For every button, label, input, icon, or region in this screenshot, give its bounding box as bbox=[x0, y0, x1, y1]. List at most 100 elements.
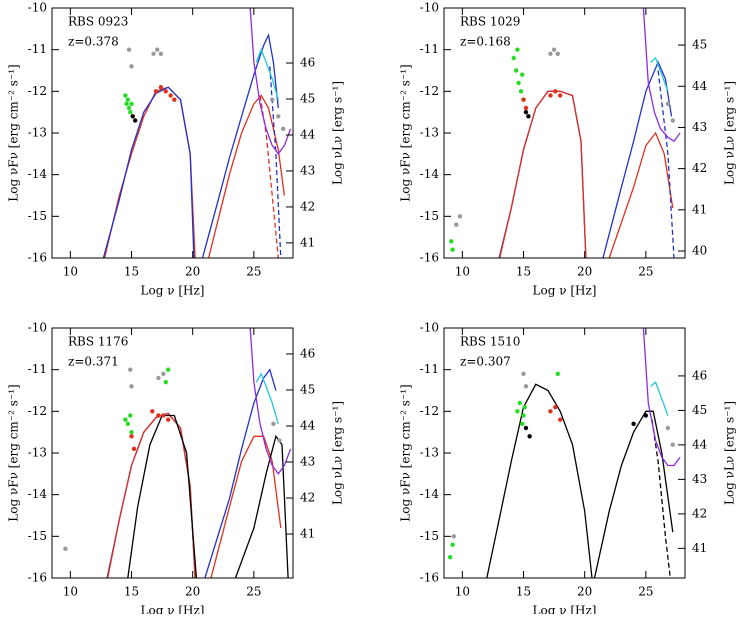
data-point bbox=[522, 404, 527, 410]
y-tick-label: -11 bbox=[28, 362, 47, 376]
data-point bbox=[450, 542, 455, 547]
model-curve bbox=[593, 410, 674, 578]
y-tick-label: -11 bbox=[420, 42, 439, 56]
x-axis-label: Log ν [Hz] bbox=[533, 284, 597, 298]
data-point bbox=[515, 47, 520, 52]
model-curve bbox=[608, 131, 674, 258]
x-tick-label: 15 bbox=[124, 265, 139, 279]
y2-tick-label: 42 bbox=[692, 506, 707, 520]
data-point bbox=[450, 247, 455, 252]
data-point bbox=[520, 421, 525, 427]
data-point bbox=[129, 101, 134, 107]
data-point bbox=[270, 97, 275, 102]
model-curve bbox=[498, 90, 587, 258]
y-tick-label: -10 bbox=[420, 1, 439, 15]
y2-tick-label: 44 bbox=[300, 127, 316, 141]
y-tick-label: -13 bbox=[420, 126, 439, 140]
y-tick-label: -12 bbox=[420, 84, 439, 98]
y-tick-label: -15 bbox=[420, 209, 439, 223]
y-tick-label: -11 bbox=[28, 42, 47, 56]
annotation: z=0.378 bbox=[68, 35, 119, 49]
data-point bbox=[665, 425, 671, 431]
y2-tick-label: 43 bbox=[300, 455, 315, 469]
data-point bbox=[553, 89, 558, 94]
data-point bbox=[558, 93, 563, 98]
plot-area bbox=[447, 328, 681, 578]
x-tick-label: 10 bbox=[455, 265, 470, 279]
data-point bbox=[129, 384, 134, 389]
y2-tick-label: 41 bbox=[300, 527, 315, 541]
y-tick-label: -16 bbox=[28, 571, 47, 585]
data-point bbox=[548, 51, 553, 57]
annotation: RBS 0923 bbox=[68, 15, 128, 29]
y-tick-label: -10 bbox=[28, 1, 47, 15]
data-point bbox=[156, 413, 161, 418]
x-tick-label: 15 bbox=[516, 265, 531, 279]
data-point bbox=[166, 417, 171, 422]
y-tick-label: -16 bbox=[420, 251, 439, 265]
y-tick-label: -13 bbox=[420, 446, 439, 460]
data-point bbox=[451, 534, 456, 539]
annotation: z=0.168 bbox=[460, 35, 511, 49]
model-curve bbox=[602, 60, 673, 258]
data-point bbox=[558, 417, 563, 422]
data-point bbox=[276, 114, 281, 119]
x-tick-label: 20 bbox=[185, 265, 200, 279]
y2-axis-label: Log νLν [erg s⁻¹] bbox=[331, 81, 345, 185]
y-tick-label: -11 bbox=[420, 362, 439, 376]
data-point bbox=[124, 101, 129, 107]
model-curve bbox=[642, 8, 681, 143]
data-point bbox=[129, 64, 134, 69]
data-point bbox=[125, 97, 131, 102]
y-tick-label: -10 bbox=[420, 321, 439, 335]
y2-axis-label: Log νLν [erg s⁻¹] bbox=[723, 401, 737, 505]
plot-area bbox=[449, 8, 681, 258]
y-tick-label: -14 bbox=[28, 487, 48, 501]
data-point bbox=[527, 434, 532, 439]
data-point bbox=[126, 105, 132, 111]
model-curve bbox=[207, 94, 286, 258]
data-point bbox=[454, 222, 459, 227]
y-axis-label: Log νFν [erg cm⁻² s⁻¹] bbox=[7, 384, 21, 521]
data-point bbox=[281, 126, 286, 132]
plot-area bbox=[102, 8, 292, 258]
data-point bbox=[521, 97, 526, 102]
data-point bbox=[449, 239, 454, 244]
data-point bbox=[523, 384, 529, 389]
x-tick-label: 15 bbox=[124, 585, 139, 599]
data-point bbox=[158, 84, 164, 90]
data-point bbox=[513, 68, 519, 73]
data-point bbox=[163, 379, 168, 385]
y2-tick-label: 41 bbox=[692, 541, 707, 555]
data-point bbox=[511, 55, 516, 61]
data-point bbox=[670, 118, 675, 123]
data-point bbox=[520, 72, 525, 77]
data-point bbox=[516, 80, 521, 86]
y2-tick-label: 44 bbox=[692, 437, 708, 451]
data-point bbox=[123, 417, 128, 422]
data-point bbox=[457, 214, 463, 219]
data-point bbox=[523, 425, 529, 431]
y-tick-label: -15 bbox=[420, 529, 439, 543]
data-point bbox=[128, 413, 133, 418]
x-tick-label: 10 bbox=[455, 585, 470, 599]
x-tick-label: 25 bbox=[638, 265, 653, 279]
data-point bbox=[130, 114, 135, 119]
y-axis-label: Log νFν [erg cm⁻² s⁻¹] bbox=[399, 384, 413, 521]
model-curve bbox=[201, 32, 279, 258]
y2-tick-label: 46 bbox=[692, 368, 707, 382]
data-point bbox=[129, 434, 134, 439]
data-point bbox=[515, 409, 520, 414]
data-point bbox=[153, 89, 159, 94]
y2-tick-label: 45 bbox=[692, 403, 707, 417]
model-curve bbox=[210, 435, 282, 578]
y2-tick-label: 44 bbox=[300, 418, 316, 432]
y2-tick-label: 44 bbox=[692, 79, 708, 93]
data-point bbox=[128, 367, 133, 372]
data-point bbox=[161, 413, 166, 418]
data-point bbox=[548, 409, 553, 414]
data-point bbox=[161, 371, 166, 377]
data-point bbox=[277, 438, 282, 443]
y2-tick-label: 43 bbox=[300, 163, 315, 177]
